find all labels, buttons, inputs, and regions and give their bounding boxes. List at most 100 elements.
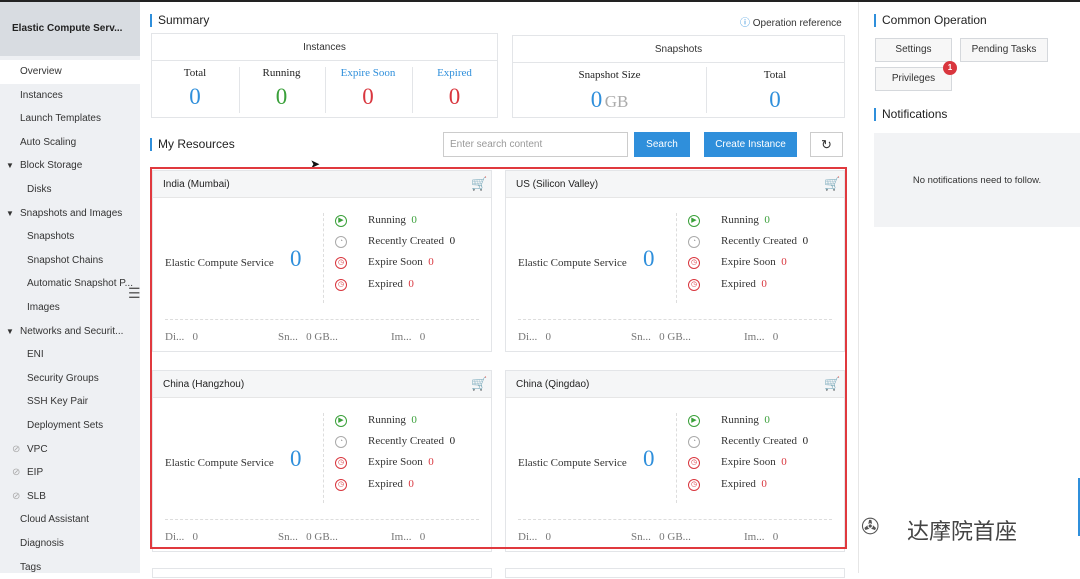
footer-value[interactable]: 0 <box>545 531 552 543</box>
status-icon: ▶ <box>688 215 700 227</box>
status-value[interactable]: 0 <box>408 477 414 490</box>
status-row: Expire Soon 0 <box>721 456 787 468</box>
status-value[interactable]: 0 <box>428 256 434 269</box>
link-icon: ⊘ <box>12 490 21 502</box>
nav-item[interactable]: Overview <box>0 60 140 84</box>
footer-value[interactable]: 0 <box>772 531 779 543</box>
nav-subitem[interactable]: Security Groups <box>27 372 99 384</box>
footer-value[interactable]: 0 <box>545 331 552 343</box>
footer-value[interactable]: 0 <box>192 531 199 543</box>
nav-item[interactable]: ▼ Block Storage <box>0 154 140 178</box>
nav-label: Diagnosis <box>20 538 64 549</box>
cart-icon[interactable]: 🛒 <box>471 176 488 191</box>
collapse-icon[interactable]: ☰ <box>128 285 141 301</box>
operation-button[interactable]: Privileges <box>875 67 952 91</box>
highlight-frame <box>150 167 847 549</box>
footer-item: Sn... 0 GB... <box>278 531 338 543</box>
status-value[interactable]: 0 <box>781 456 787 469</box>
status-value[interactable]: 0 <box>411 214 417 226</box>
status-value[interactable]: 0 <box>428 456 434 469</box>
status-value[interactable]: 0 <box>802 235 809 248</box>
footer-label: Di... <box>518 531 538 543</box>
nav-item[interactable]: ▼ Snapshots and Images <box>0 202 140 226</box>
nav-item[interactable]: Auto Scaling <box>0 131 140 155</box>
nav-subitem[interactable]: Disks <box>27 184 52 195</box>
cart-icon[interactable]: 🛒 <box>824 176 841 191</box>
service-count[interactable]: 0 <box>643 246 655 271</box>
nav-item[interactable]: Diagnosis <box>0 532 140 556</box>
footer-value[interactable]: 0 <box>772 331 779 343</box>
stat-value[interactable]: 0 <box>362 84 374 109</box>
nav-subitem[interactable]: Automatic Snapshot P... <box>27 278 133 290</box>
stat-value[interactable]: 0 <box>448 84 461 109</box>
nav-item[interactable]: Cloud Assistant <box>0 508 140 532</box>
status-value[interactable]: 0 <box>408 277 414 290</box>
footer-value[interactable]: 0 <box>419 531 426 543</box>
reference-link[interactable]: Operation reference <box>752 18 842 29</box>
search-input[interactable]: Enter search content <box>443 132 628 157</box>
expand-arrow: ▼ <box>6 208 14 218</box>
status-value[interactable]: 0 <box>449 235 456 248</box>
status-value[interactable]: 0 <box>761 477 767 490</box>
footer-divider <box>165 519 479 520</box>
service-name: Elastic Compute Service <box>518 457 627 469</box>
status-label: Expire Soon <box>368 456 423 469</box>
create-button[interactable]: Create Instance <box>704 132 797 157</box>
footer-label: Di... <box>518 331 538 343</box>
nav-item[interactable]: ⊘ EIP <box>0 461 140 485</box>
nav-item[interactable]: Instances <box>0 84 140 108</box>
operation-reference[interactable]: ⓘ Operation reference <box>740 14 842 29</box>
status-value[interactable]: 0 <box>761 277 767 290</box>
nav-item[interactable]: ▼ Networks and Securit... <box>0 320 140 344</box>
status-value[interactable]: 0 <box>764 414 770 426</box>
nav-subitem[interactable]: Deployment Sets <box>27 420 104 431</box>
nav-label: Cloud Assistant <box>20 514 89 526</box>
footer-value[interactable]: 0 GB... <box>659 531 691 543</box>
footer-item: Sn... 0 GB... <box>631 331 691 343</box>
nav-item[interactable]: ⊘ SLB <box>0 485 140 509</box>
nav-item[interactable]: ⊘ VPC <box>0 438 140 462</box>
status-value[interactable]: 0 <box>802 435 809 448</box>
status-row: Expired 0 <box>368 478 414 490</box>
cursor: ➤ <box>310 157 321 171</box>
footer-value[interactable]: 0 <box>419 331 426 343</box>
nav-subitem[interactable]: Snapshot Chains <box>27 254 104 266</box>
service-count[interactable]: 0 <box>643 446 655 471</box>
section-title: Common Operation <box>874 14 987 27</box>
footer-item: Im... 0 <box>744 531 778 543</box>
status-value[interactable]: 0 <box>411 414 417 426</box>
stat-value[interactable]: 0 <box>275 84 288 109</box>
status-value[interactable]: 0 <box>449 435 456 448</box>
stat-value[interactable]: 0 <box>189 84 201 109</box>
nav-subitem[interactable]: SSH Key Pair <box>27 396 89 408</box>
status-icon: ◷ <box>688 257 700 270</box>
stat-label[interactable]: Expire Soon <box>340 67 396 79</box>
service-count[interactable]: 0 <box>290 246 302 271</box>
nav-subitem[interactable]: Images <box>27 302 60 313</box>
status-row: Expire Soon 0 <box>368 256 434 268</box>
stat-label[interactable]: Expired <box>437 67 472 79</box>
nav-subitem[interactable]: Snapshots <box>27 231 75 243</box>
footer-label: Im... <box>391 531 412 543</box>
operation-button[interactable]: Pending Tasks <box>960 38 1048 62</box>
footer-value[interactable]: 0 <box>192 331 199 343</box>
footer-value[interactable]: 0 GB... <box>659 331 691 343</box>
nav-item[interactable]: Tags <box>0 556 140 579</box>
footer-value[interactable]: 0 GB... <box>306 331 338 343</box>
refresh-button[interactable]: ↻ <box>810 132 843 157</box>
status-value[interactable]: 0 <box>781 256 787 269</box>
operation-button[interactable]: Settings <box>875 38 952 62</box>
nav-item[interactable]: Launch Templates <box>0 107 140 131</box>
footer-value[interactable]: 0 GB... <box>306 531 338 543</box>
cart-icon[interactable]: 🛒 <box>471 376 488 391</box>
status-row: Running 0 <box>368 414 417 426</box>
search-button[interactable]: Search <box>634 132 690 157</box>
status-label: Running <box>368 214 406 226</box>
nav-subitem[interactable]: ENI <box>27 349 44 361</box>
service-count[interactable]: 0 <box>290 446 302 471</box>
cart-icon[interactable]: 🛒 <box>824 376 841 391</box>
box-title: Instances <box>152 34 497 61</box>
stat-label: Running <box>262 67 301 79</box>
status-value[interactable]: 0 <box>764 214 770 226</box>
